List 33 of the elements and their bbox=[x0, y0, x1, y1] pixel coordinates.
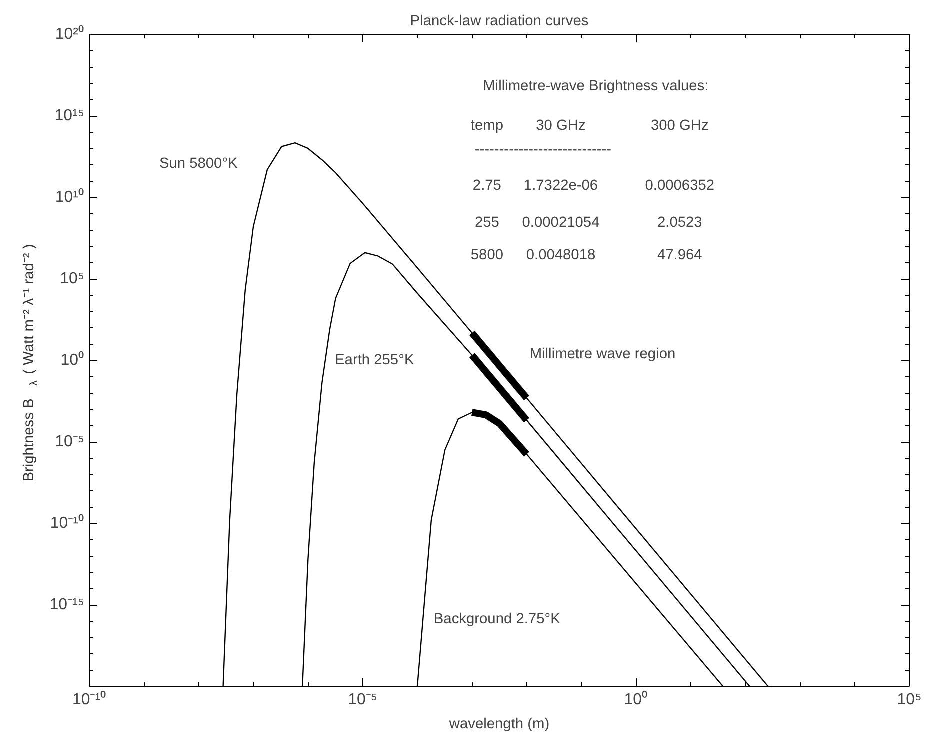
annotation: Millimetre wave region bbox=[530, 346, 676, 363]
y-tick-label: 10⁻¹⁰ bbox=[50, 514, 84, 532]
x-axis-title: wavelength (m) bbox=[448, 716, 550, 732]
annotation: 255 bbox=[474, 215, 500, 232]
y-tick-label: 10⁻¹⁵ bbox=[50, 596, 85, 614]
annotation: 0.00021054 bbox=[522, 215, 600, 232]
annotation: 30 GHz bbox=[536, 118, 586, 134]
annotation: 0.0006352 bbox=[645, 178, 715, 194]
annotation: 2.75 bbox=[472, 178, 502, 194]
annotation: ---------------------------- bbox=[474, 142, 612, 158]
x-tick-label: 10⁻⁵ bbox=[348, 692, 378, 708]
y-tick-label: 10⁰ bbox=[60, 351, 84, 369]
annotation: 5800 bbox=[470, 248, 504, 264]
annotation: Millimetre-wave Brightness values: bbox=[483, 78, 709, 95]
x-tick-label: 10⁰ bbox=[624, 690, 648, 708]
annotation: temp bbox=[470, 118, 504, 134]
y-tick-label: 10¹⁵ bbox=[54, 108, 85, 124]
annotation: 0.0048018 bbox=[526, 248, 596, 264]
annotation: 300 GHz bbox=[650, 118, 709, 134]
series-label: Sun 5800°K bbox=[159, 156, 238, 172]
series-label: Earth 255°K bbox=[335, 352, 414, 368]
annotation: 47.964 bbox=[657, 248, 702, 264]
annotation: 1.7322e-06 bbox=[524, 178, 598, 194]
y-axis-title: Brightness Bλ ( Watt m⁻² λ⁻¹ rad⁻² ) bbox=[22, 244, 40, 482]
y-tick-label: 10²⁰ bbox=[55, 25, 84, 43]
y-tick-label: 10⁵ bbox=[60, 270, 85, 288]
x-tick-label: 10⁵ bbox=[897, 692, 922, 708]
chart-title: Planck-law radiation curves bbox=[410, 14, 589, 30]
x-tick-label: 10⁻¹⁰ bbox=[72, 690, 107, 708]
annotation: 2.0523 bbox=[657, 215, 702, 232]
y-tick-label: 10¹⁰ bbox=[55, 188, 84, 206]
series-label: Background 2.75°K bbox=[434, 612, 561, 628]
y-tick-label: 10⁻⁵ bbox=[55, 434, 85, 450]
